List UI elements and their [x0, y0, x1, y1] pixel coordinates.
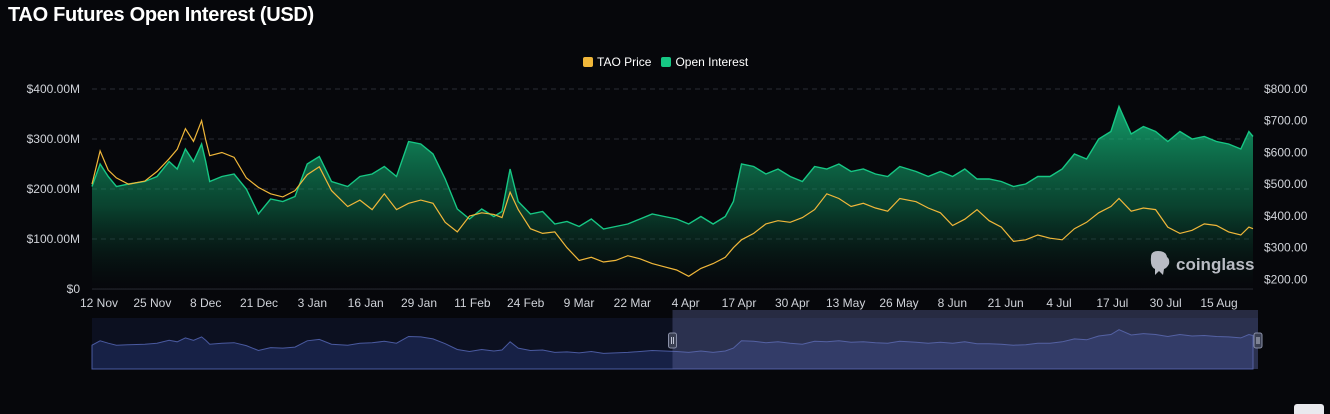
navigator-handle-right[interactable] — [1253, 332, 1263, 349]
x-tick-label: 3 Jan — [298, 296, 327, 310]
x-axis: 12 Nov 25 Nov 8 Dec 21 Dec 3 Jan 16 Jan 29 Jan… — [80, 296, 1238, 310]
navigator-handle-left[interactable] — [668, 332, 677, 349]
legend-swatch-price — [583, 57, 593, 67]
x-tick-label: 8 Jun — [938, 296, 967, 310]
x-tick-label: 13 May — [826, 296, 865, 310]
x-tick-label: 22 Mar — [614, 296, 651, 310]
navigator-selection[interactable] — [672, 310, 1259, 369]
x-tick-label: 8 Dec — [190, 296, 221, 310]
coinglass-logo-text: coinglass — [1176, 255, 1254, 274]
y-left-tick-label: $0 — [67, 282, 81, 296]
x-tick-label: 15 Aug — [1200, 296, 1237, 310]
x-tick-label: 21 Jun — [988, 296, 1024, 310]
y-right-tick-label: $400.00 — [1264, 209, 1308, 223]
x-tick-label: 16 Jan — [348, 296, 384, 310]
x-tick-label: 25 Nov — [133, 296, 171, 310]
x-tick-label: 24 Feb — [507, 296, 545, 310]
y-axis-right: $200.00 $300.00 $400.00 $500.00 $600.00 $700.… — [1264, 82, 1308, 286]
navigator-series — [91, 329, 1254, 370]
y-right-tick-label: $300.00 — [1264, 241, 1308, 255]
y-right-tick-label: $200.00 — [1264, 272, 1308, 286]
coinglass-logo: coinglass — [1150, 251, 1254, 275]
y-left-tick-label: $200.00M — [27, 182, 80, 196]
tao-price-line — [91, 118, 1254, 277]
x-tick-label: 4 Jul — [1046, 296, 1071, 310]
x-tick-label: 26 May — [879, 296, 918, 310]
x-tick-label: 21 Dec — [240, 296, 278, 310]
x-tick-label: 4 Apr — [672, 296, 700, 310]
series-layer — [91, 104, 1254, 289]
y-left-tick-label: $400.00M — [27, 82, 80, 96]
coinglass-logo-icon — [1150, 251, 1170, 275]
y-right-tick-label: $800.00 — [1264, 82, 1308, 96]
chart-title: TAO Futures Open Interest (USD) — [8, 4, 314, 26]
open-interest-line — [91, 104, 1254, 230]
legend-swatch-open-interest — [661, 57, 672, 67]
y-axis-left: $0 $100.00M $200.00M $300.00M $400.00M — [27, 82, 81, 296]
chart-legend: TAO Price Open Interest — [583, 55, 748, 69]
x-tick-label: 9 Mar — [564, 296, 595, 310]
y-right-tick-label: $700.00 — [1264, 114, 1308, 128]
y-right-tick-label: $500.00 — [1264, 177, 1308, 191]
legend-item-price[interactable]: TAO Price — [583, 55, 651, 69]
range-navigator[interactable] — [91, 310, 1263, 370]
corner-widget[interactable] — [1294, 404, 1324, 414]
legend-label-price: TAO Price — [597, 55, 652, 69]
x-tick-label: 17 Jul — [1096, 296, 1128, 310]
open-interest-area — [92, 106, 1253, 289]
x-tick-label: 11 Feb — [454, 296, 491, 310]
x-tick-label: 12 Nov — [80, 296, 118, 310]
y-right-tick-label: $600.00 — [1264, 145, 1308, 159]
y-left-tick-label: $300.00M — [27, 132, 80, 146]
x-tick-label: 29 Jan — [401, 296, 437, 310]
x-tick-label: 17 Apr — [722, 296, 757, 310]
x-tick-label: 30 Jul — [1150, 296, 1182, 310]
y-left-tick-label: $100.00M — [27, 232, 80, 246]
x-tick-label: 30 Apr — [775, 296, 810, 310]
legend-label-open-interest: Open Interest — [675, 55, 749, 69]
legend-item-open-interest[interactable]: Open Interest — [661, 55, 748, 69]
